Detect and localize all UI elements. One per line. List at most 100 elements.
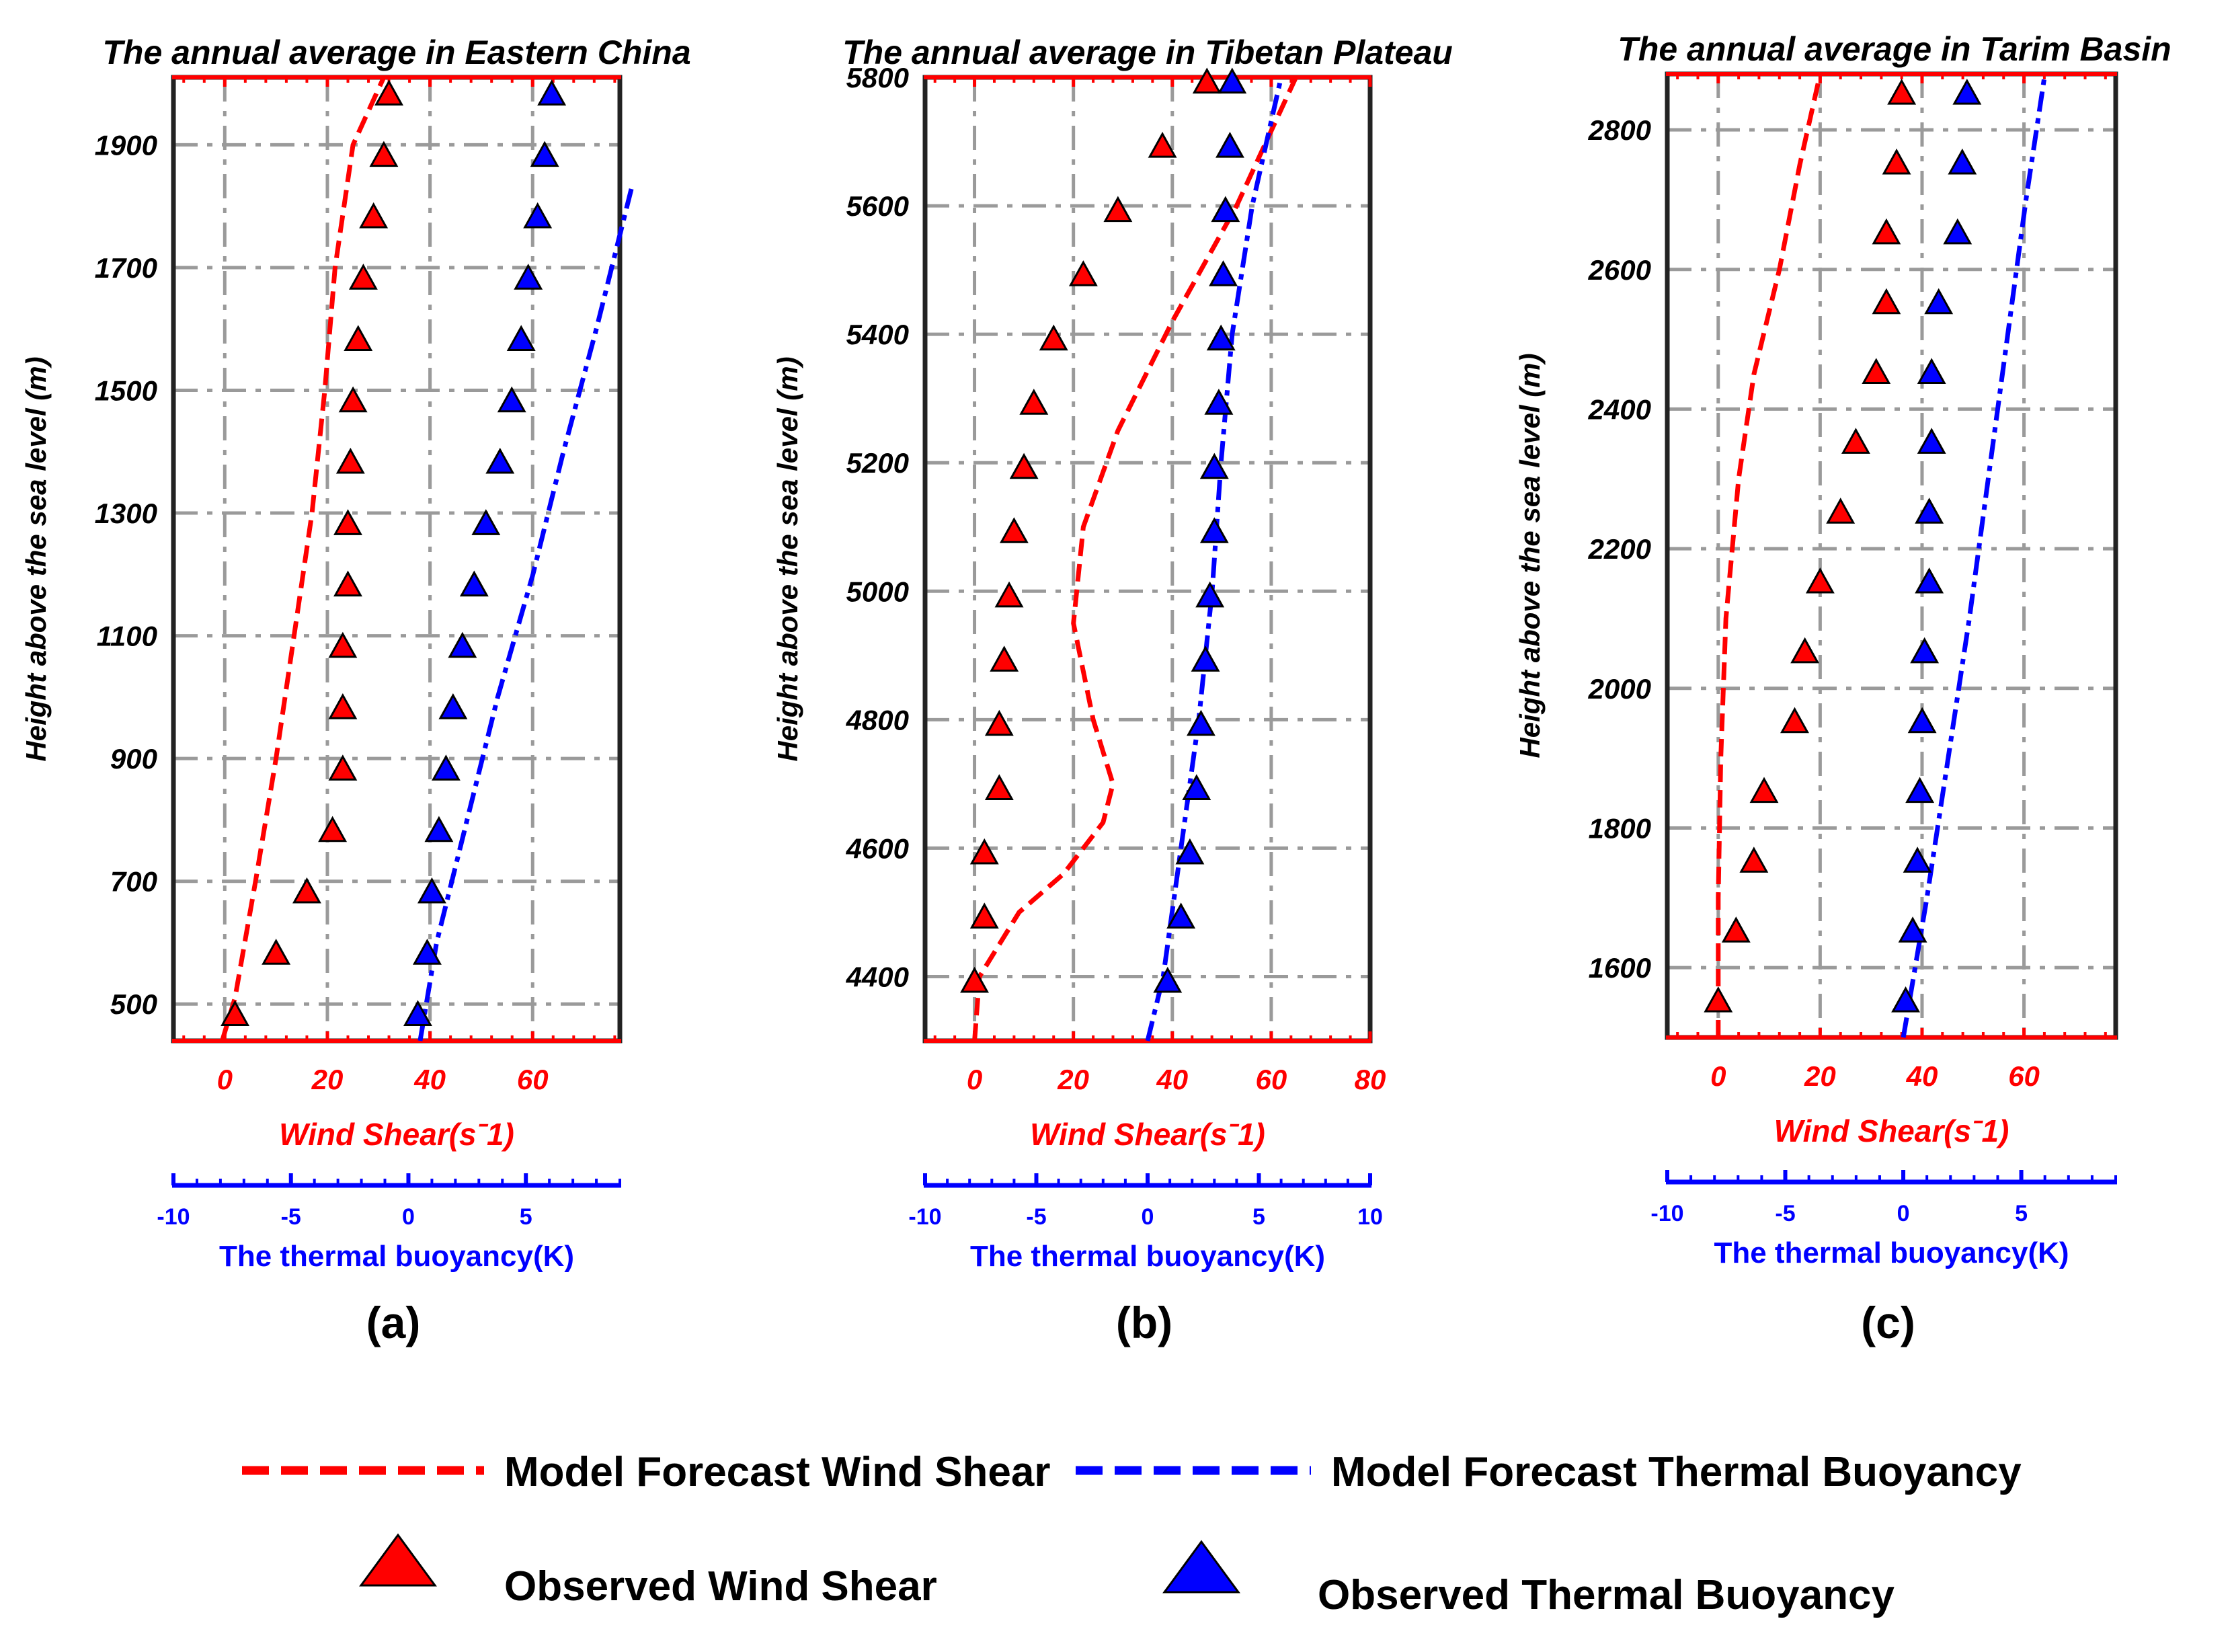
model-buoyancy-line (1901, 73, 2048, 1038)
plot-area (1667, 74, 2116, 1037)
observed-buoyancy-point (1182, 774, 1211, 800)
observed-buoyancy-point (1195, 581, 1225, 608)
model-wind-shear-line (1716, 73, 1823, 1037)
y-tick-label: 4600 (846, 832, 909, 864)
legend-wind-triangle-icon (359, 1533, 437, 1587)
observed-wind-shear-point (1862, 358, 1891, 385)
observed-wind-shear-point (984, 774, 1014, 800)
wind-x-tick-label: 40 (413, 1064, 446, 1095)
model-wind-shear-line (972, 76, 1298, 1041)
y-tick-label: 2800 (1588, 114, 1651, 146)
buoyancy-tick-label: 10 (1357, 1204, 1383, 1230)
observed-buoyancy-point (1199, 517, 1229, 543)
buoyancy-tick-label: 5 (1252, 1204, 1265, 1230)
y-tick-label: 1800 (1589, 812, 1651, 844)
observed-buoyancy-point (1175, 838, 1205, 865)
y-tick-label: 2600 (1588, 254, 1651, 286)
observed-wind-shear-point (1826, 498, 1856, 524)
wind-x-tick-label: 60 (1256, 1064, 1287, 1095)
buoyancy-tick-label: 5 (2015, 1201, 2028, 1226)
y-tick-label: 1700 (95, 252, 157, 284)
observed-buoyancy-point (1206, 324, 1236, 351)
y-tick-label: 5600 (846, 190, 909, 222)
observed-wind-shear-point (969, 902, 999, 929)
observed-buoyancy-point (412, 939, 442, 965)
model-buoyancy-line (417, 187, 634, 1041)
observed-buoyancy-point (1204, 389, 1234, 415)
y-tick-label: 2000 (1588, 673, 1651, 705)
observed-wind-shear-point (328, 693, 358, 719)
wind-x-tick-label: 20 (1804, 1060, 1836, 1092)
observed-buoyancy-point (1924, 288, 1954, 315)
y-tick-label: 4800 (846, 704, 909, 736)
observed-wind-shear-point (1749, 777, 1779, 803)
observed-buoyancy-point (417, 877, 446, 904)
observed-wind-shear-point (292, 877, 321, 904)
observed-wind-shear-point (1841, 428, 1870, 454)
observed-wind-shear-point (1887, 79, 1917, 105)
y-axis-label: Height above the sea level (m) (1514, 353, 1546, 758)
observed-wind-shear-point (1721, 916, 1751, 943)
buoyancy-tick-label: -5 (1775, 1201, 1795, 1226)
observed-wind-shear-point (359, 202, 389, 229)
y-tick-label: 5800 (846, 62, 909, 93)
observed-wind-shear-point (994, 581, 1024, 608)
legend-buoy-marker-label: Observed Thermal Buoyancy (1318, 1572, 1895, 1618)
observed-wind-shear-point (1068, 260, 1098, 286)
observed-wind-shear-point (333, 570, 362, 597)
observed-buoyancy-point (1903, 847, 1932, 873)
y-tick-label: 1300 (95, 498, 157, 529)
observed-buoyancy-point (1153, 966, 1183, 993)
observed-wind-shear-point (1872, 288, 1901, 315)
legend-wind-line-label: Model Forecast Wind Shear (504, 1449, 1050, 1495)
plot-area (173, 77, 620, 1041)
wind-x-tick-label: 60 (2008, 1060, 2040, 1092)
buoyancy-tick-label: -10 (908, 1204, 941, 1230)
observed-buoyancy-point (424, 816, 454, 842)
observed-buoyancy-point (1917, 358, 1946, 385)
observed-wind-shear-point (338, 386, 368, 413)
wind-x-tick-label: 20 (311, 1064, 344, 1095)
chart-title: The annual average in Tibetan Plateau (842, 34, 1453, 71)
y-tick-label: 5200 (846, 447, 909, 479)
chart-title: The annual average in Tarim Basin (1618, 30, 2171, 68)
panel-label: (b) (1116, 1298, 1172, 1347)
observed-buoyancy-point (1898, 916, 1927, 943)
observed-buoyancy-point (537, 79, 567, 106)
observed-buoyancy-point (1952, 79, 1982, 105)
buoyancy-tick-label: -10 (1650, 1201, 1683, 1226)
buoyancy-tick-label: 0 (402, 1204, 415, 1230)
model-wind-shear-line (220, 76, 387, 1042)
wind-x-tick-label: 0 (1710, 1060, 1726, 1092)
observed-wind-shear-point (1148, 131, 1177, 158)
observed-buoyancy-point (514, 264, 543, 290)
observed-buoyancy-point (1905, 777, 1935, 803)
y-tick-label: 4400 (846, 961, 909, 992)
observed-wind-shear-point (990, 645, 1019, 672)
observed-wind-shear-point (1704, 986, 1733, 1013)
observed-buoyancy-point (506, 325, 536, 351)
wind-x-tick-label: 0 (217, 1064, 233, 1095)
observed-wind-shear-point (1103, 196, 1133, 223)
observed-wind-shear-point (369, 141, 399, 167)
observed-wind-shear-point (333, 509, 362, 535)
y-tick-label: 700 (110, 866, 157, 898)
observed-buoyancy-point (1215, 131, 1244, 158)
observed-buoyancy-point (485, 447, 515, 474)
y-tick-label: 1100 (97, 621, 157, 652)
buoyancy-tick-label: -10 (157, 1204, 190, 1230)
y-axis-label: Height above the sea level (m) (772, 356, 803, 761)
observed-wind-shear-point (969, 838, 999, 865)
observed-buoyancy-point (1891, 986, 1921, 1013)
legend-buoy-line-label: Model Forecast Thermal Buoyancy (1331, 1449, 2022, 1495)
plot-area (925, 77, 1370, 1041)
wind-x-tick-label: 20 (1057, 1064, 1089, 1095)
panel-label: (a) (366, 1298, 421, 1347)
chart-panel-2: 4400 4600 4800 5000 5200 5400 5600 5800 0 20 40 60 8… (772, 34, 1453, 1347)
observed-buoyancy-point (471, 509, 501, 535)
observed-wind-shear-point (221, 1000, 250, 1027)
y-axis-label: Height above the sea level (m) (20, 356, 52, 761)
observed-buoyancy-point (448, 631, 477, 658)
observed-buoyancy-point (1209, 260, 1238, 286)
buoyancy-tick-label: -5 (1026, 1204, 1046, 1230)
